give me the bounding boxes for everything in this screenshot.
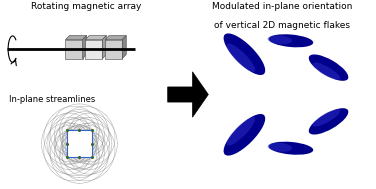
Ellipse shape: [313, 109, 340, 127]
Ellipse shape: [268, 34, 313, 47]
Ellipse shape: [268, 142, 313, 155]
Polygon shape: [85, 40, 102, 59]
Ellipse shape: [313, 62, 340, 80]
Polygon shape: [83, 36, 86, 59]
Text: In-plane streamlines: In-plane streamlines: [9, 94, 95, 104]
Ellipse shape: [268, 35, 292, 44]
Text: Modulated in-plane orientation: Modulated in-plane orientation: [212, 2, 352, 11]
Ellipse shape: [227, 43, 255, 72]
Polygon shape: [102, 36, 106, 59]
Ellipse shape: [309, 108, 348, 135]
Polygon shape: [105, 40, 122, 59]
Polygon shape: [105, 36, 126, 40]
Text: of vertical 2D magnetic flakes: of vertical 2D magnetic flakes: [214, 21, 350, 30]
Polygon shape: [67, 130, 92, 157]
Polygon shape: [65, 40, 83, 59]
Polygon shape: [122, 36, 126, 59]
Polygon shape: [65, 36, 86, 40]
Polygon shape: [85, 36, 106, 40]
Ellipse shape: [224, 114, 265, 156]
Ellipse shape: [309, 54, 348, 81]
Text: Rotating magnetic array: Rotating magnetic array: [32, 2, 142, 11]
Polygon shape: [168, 72, 208, 117]
Ellipse shape: [224, 33, 265, 75]
Ellipse shape: [268, 143, 292, 152]
Ellipse shape: [227, 117, 255, 146]
